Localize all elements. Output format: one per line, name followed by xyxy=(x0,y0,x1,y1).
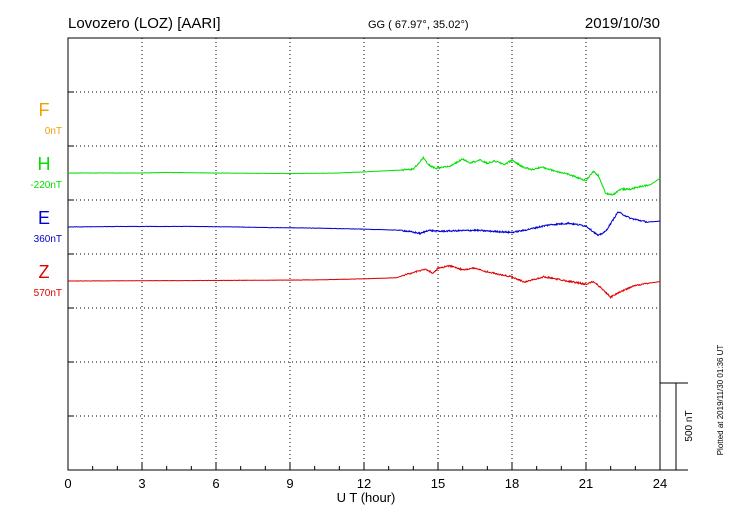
x-tick-label: 6 xyxy=(212,476,219,491)
coordinates-label: GG ( 67.97°, 35.02°) xyxy=(368,19,469,31)
channel-f-baseline: 0nT xyxy=(45,126,62,137)
series-e-line xyxy=(67,211,661,237)
channel-f-label: F xyxy=(39,100,50,120)
x-tick-label: 15 xyxy=(431,476,445,491)
data-series xyxy=(67,155,661,300)
series-z-line xyxy=(68,264,661,300)
grid-lines xyxy=(68,38,660,470)
plotted-note: Plotted at 2019/11/30 01:36 UT xyxy=(716,345,725,456)
scale-bar-label: 500 nT xyxy=(684,410,695,441)
date-label: 2019/10/30 xyxy=(585,15,660,32)
channel-labels: F 0nT H -220nT E 360nT Z 570nT xyxy=(30,100,62,299)
channel-h-baseline: -220nT xyxy=(30,180,62,191)
x-tick-label: 0 xyxy=(64,476,71,491)
x-tick-label: 3 xyxy=(138,476,145,491)
channel-z-baseline: 570nT xyxy=(34,288,62,299)
x-tick-label: 21 xyxy=(579,476,593,491)
axis-ticks: 0 3 6 9 12 15 18 21 24 xyxy=(64,37,667,491)
x-tick-label: 18 xyxy=(505,476,519,491)
channel-h-label: H xyxy=(38,154,51,174)
series-h-line xyxy=(68,155,661,196)
channel-e-label: E xyxy=(38,208,50,228)
channel-e-baseline: 360nT xyxy=(34,234,62,245)
x-tick-label: 24 xyxy=(653,476,667,491)
station-title: Lovozero (LOZ) [AARI] xyxy=(68,15,221,32)
channel-z-label: Z xyxy=(39,262,50,282)
x-tick-label: 9 xyxy=(286,476,293,491)
scale-bar: 500 nT xyxy=(660,382,695,471)
x-axis-title: U T (hour) xyxy=(337,490,396,505)
x-tick-label: 12 xyxy=(357,476,371,491)
